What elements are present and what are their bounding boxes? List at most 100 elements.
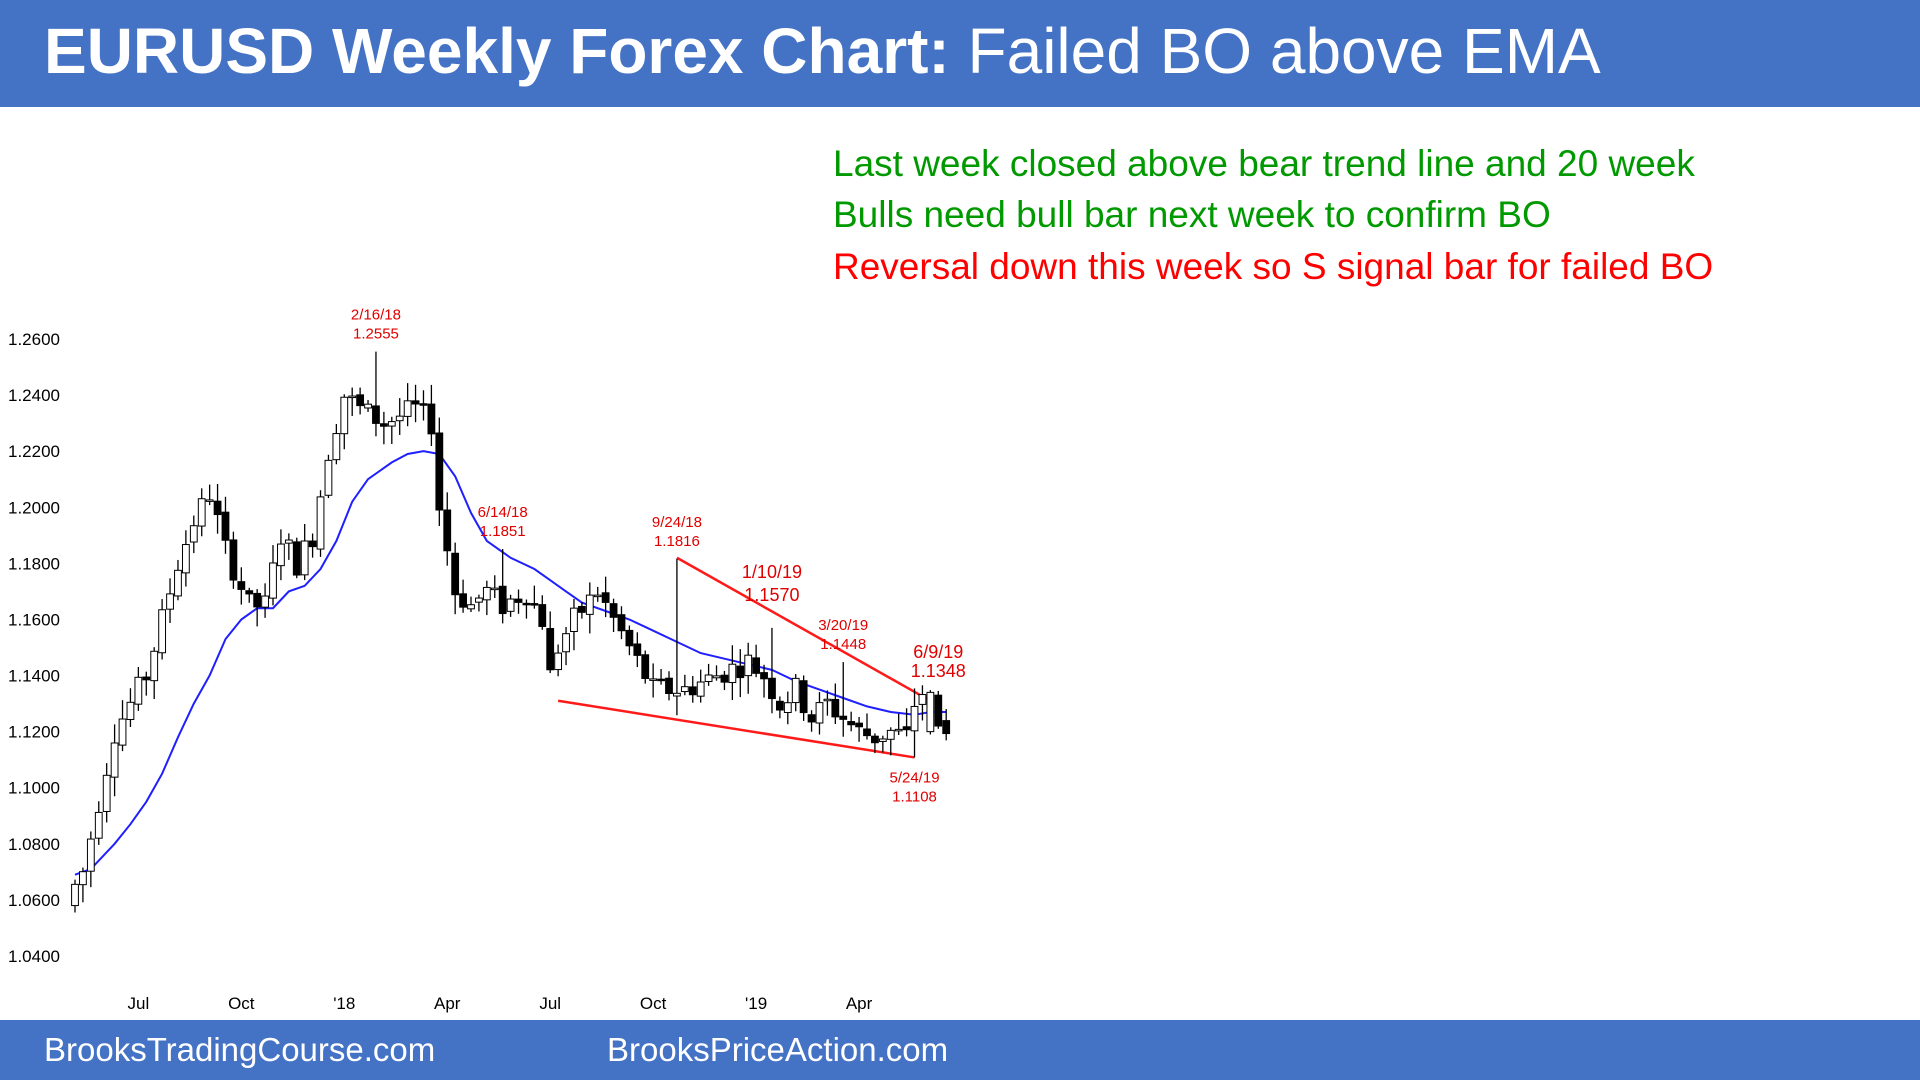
candle-body: [736, 665, 745, 679]
candle-body: [348, 395, 357, 399]
candle-body: [775, 700, 784, 711]
candle-body: [633, 643, 642, 656]
x-tick-label: Apr: [846, 994, 873, 1013]
footer-link-trading-course[interactable]: BrooksTradingCourse.com: [44, 1031, 436, 1068]
candle-body: [934, 694, 943, 727]
y-tick-label: 1.1200: [8, 723, 60, 742]
annotation-price: 1.1108: [892, 788, 937, 805]
annotation-price: 1.1816: [654, 533, 700, 550]
x-tick-label: '18: [333, 994, 355, 1013]
x-tick-label: Oct: [640, 994, 667, 1013]
candle-body: [403, 400, 412, 417]
candle-body: [878, 738, 887, 742]
candle-body: [237, 581, 246, 590]
candle-body: [253, 592, 262, 608]
candle-body: [728, 663, 737, 684]
candle-body: [514, 598, 523, 603]
candle-body: [617, 614, 626, 632]
candle-body: [942, 720, 951, 735]
candle-body: [158, 609, 167, 654]
candle-body: [673, 692, 681, 697]
candle-body: [443, 509, 452, 552]
candle-body: [902, 726, 911, 731]
candle-body: [150, 650, 159, 682]
candle-body: [688, 686, 697, 696]
annotation-price: 1.1570: [744, 585, 799, 605]
candle-body: [419, 403, 428, 406]
candle-body: [482, 586, 491, 601]
candle-body: [546, 628, 555, 671]
candle-body: [601, 592, 610, 603]
candle-body: [205, 499, 214, 502]
candle-body: [538, 604, 547, 627]
note-line-1: Last week closed above bear trend line a…: [833, 143, 1695, 184]
candle-body: [704, 674, 713, 683]
candle-body: [379, 423, 388, 427]
footer-link-price-action[interactable]: BrooksPriceAction.com: [607, 1031, 949, 1068]
candle-body: [79, 871, 87, 886]
y-tick-label: 1.1000: [8, 779, 60, 798]
candle-body: [427, 403, 436, 435]
title-rest: Failed BO above EMA: [949, 15, 1601, 87]
candle-body: [783, 702, 792, 714]
y-tick-label: 1.2400: [8, 386, 60, 405]
candle-body: [577, 605, 586, 613]
candle-body: [181, 544, 190, 574]
candle-body: [570, 607, 578, 633]
candle-body: [791, 677, 800, 704]
candle-body: [649, 678, 658, 681]
candle-body: [340, 396, 349, 435]
candle-body: [245, 590, 254, 595]
candle-body: [118, 718, 127, 746]
x-tick-label: Oct: [228, 994, 255, 1013]
candle-body: [744, 654, 753, 677]
candle-body: [530, 603, 539, 606]
candle-body: [308, 540, 317, 548]
candle-body: [229, 539, 238, 581]
candle-body: [886, 729, 895, 740]
y-tick-label: 1.1600: [8, 610, 60, 629]
annotation-date: 6/14/18: [478, 504, 528, 521]
candle-body: [926, 691, 935, 733]
candle-body: [221, 511, 230, 541]
candle-body: [475, 597, 483, 603]
ema-20-line: [74, 450, 947, 876]
candle-body: [435, 432, 444, 511]
y-tick-label: 1.1400: [8, 667, 60, 686]
candle-body: [696, 681, 705, 697]
candle-body: [506, 598, 515, 612]
y-tick-label: 1.2000: [8, 498, 60, 517]
candle-body: [189, 525, 198, 543]
candle-body: [269, 562, 277, 599]
candle-body: [562, 633, 570, 653]
x-tick-label: '19: [745, 994, 767, 1013]
candle-body: [720, 674, 729, 683]
candle-body: [847, 721, 856, 726]
annotation-date: 1/10/19: [742, 562, 802, 582]
candle-body: [213, 500, 222, 516]
y-tick-label: 1.2600: [8, 330, 60, 349]
y-tick-label: 1.1800: [8, 554, 60, 573]
trend-line: [676, 556, 931, 702]
candle-body: [498, 585, 507, 615]
candle-body: [554, 652, 563, 671]
candle-body: [142, 676, 151, 681]
candle-body: [292, 541, 301, 576]
annotation-date: 9/24/18: [652, 514, 702, 531]
candle-body: [918, 694, 927, 705]
x-tick-label: Apr: [434, 994, 461, 1013]
candle-body: [316, 496, 325, 550]
candle-body: [134, 676, 143, 705]
candle-body: [451, 552, 460, 596]
candle-body: [300, 540, 309, 576]
trend-line: [557, 699, 915, 759]
candle-body: [815, 702, 824, 724]
candle-body: [110, 742, 119, 778]
y-tick-label: 1.0600: [8, 891, 60, 910]
candle-body: [372, 405, 380, 424]
annotation-date: 2/16/18: [351, 307, 401, 324]
candle-body: [395, 415, 404, 422]
candle-body: [680, 686, 689, 693]
candle-body: [522, 602, 531, 606]
candle-body: [411, 400, 420, 405]
